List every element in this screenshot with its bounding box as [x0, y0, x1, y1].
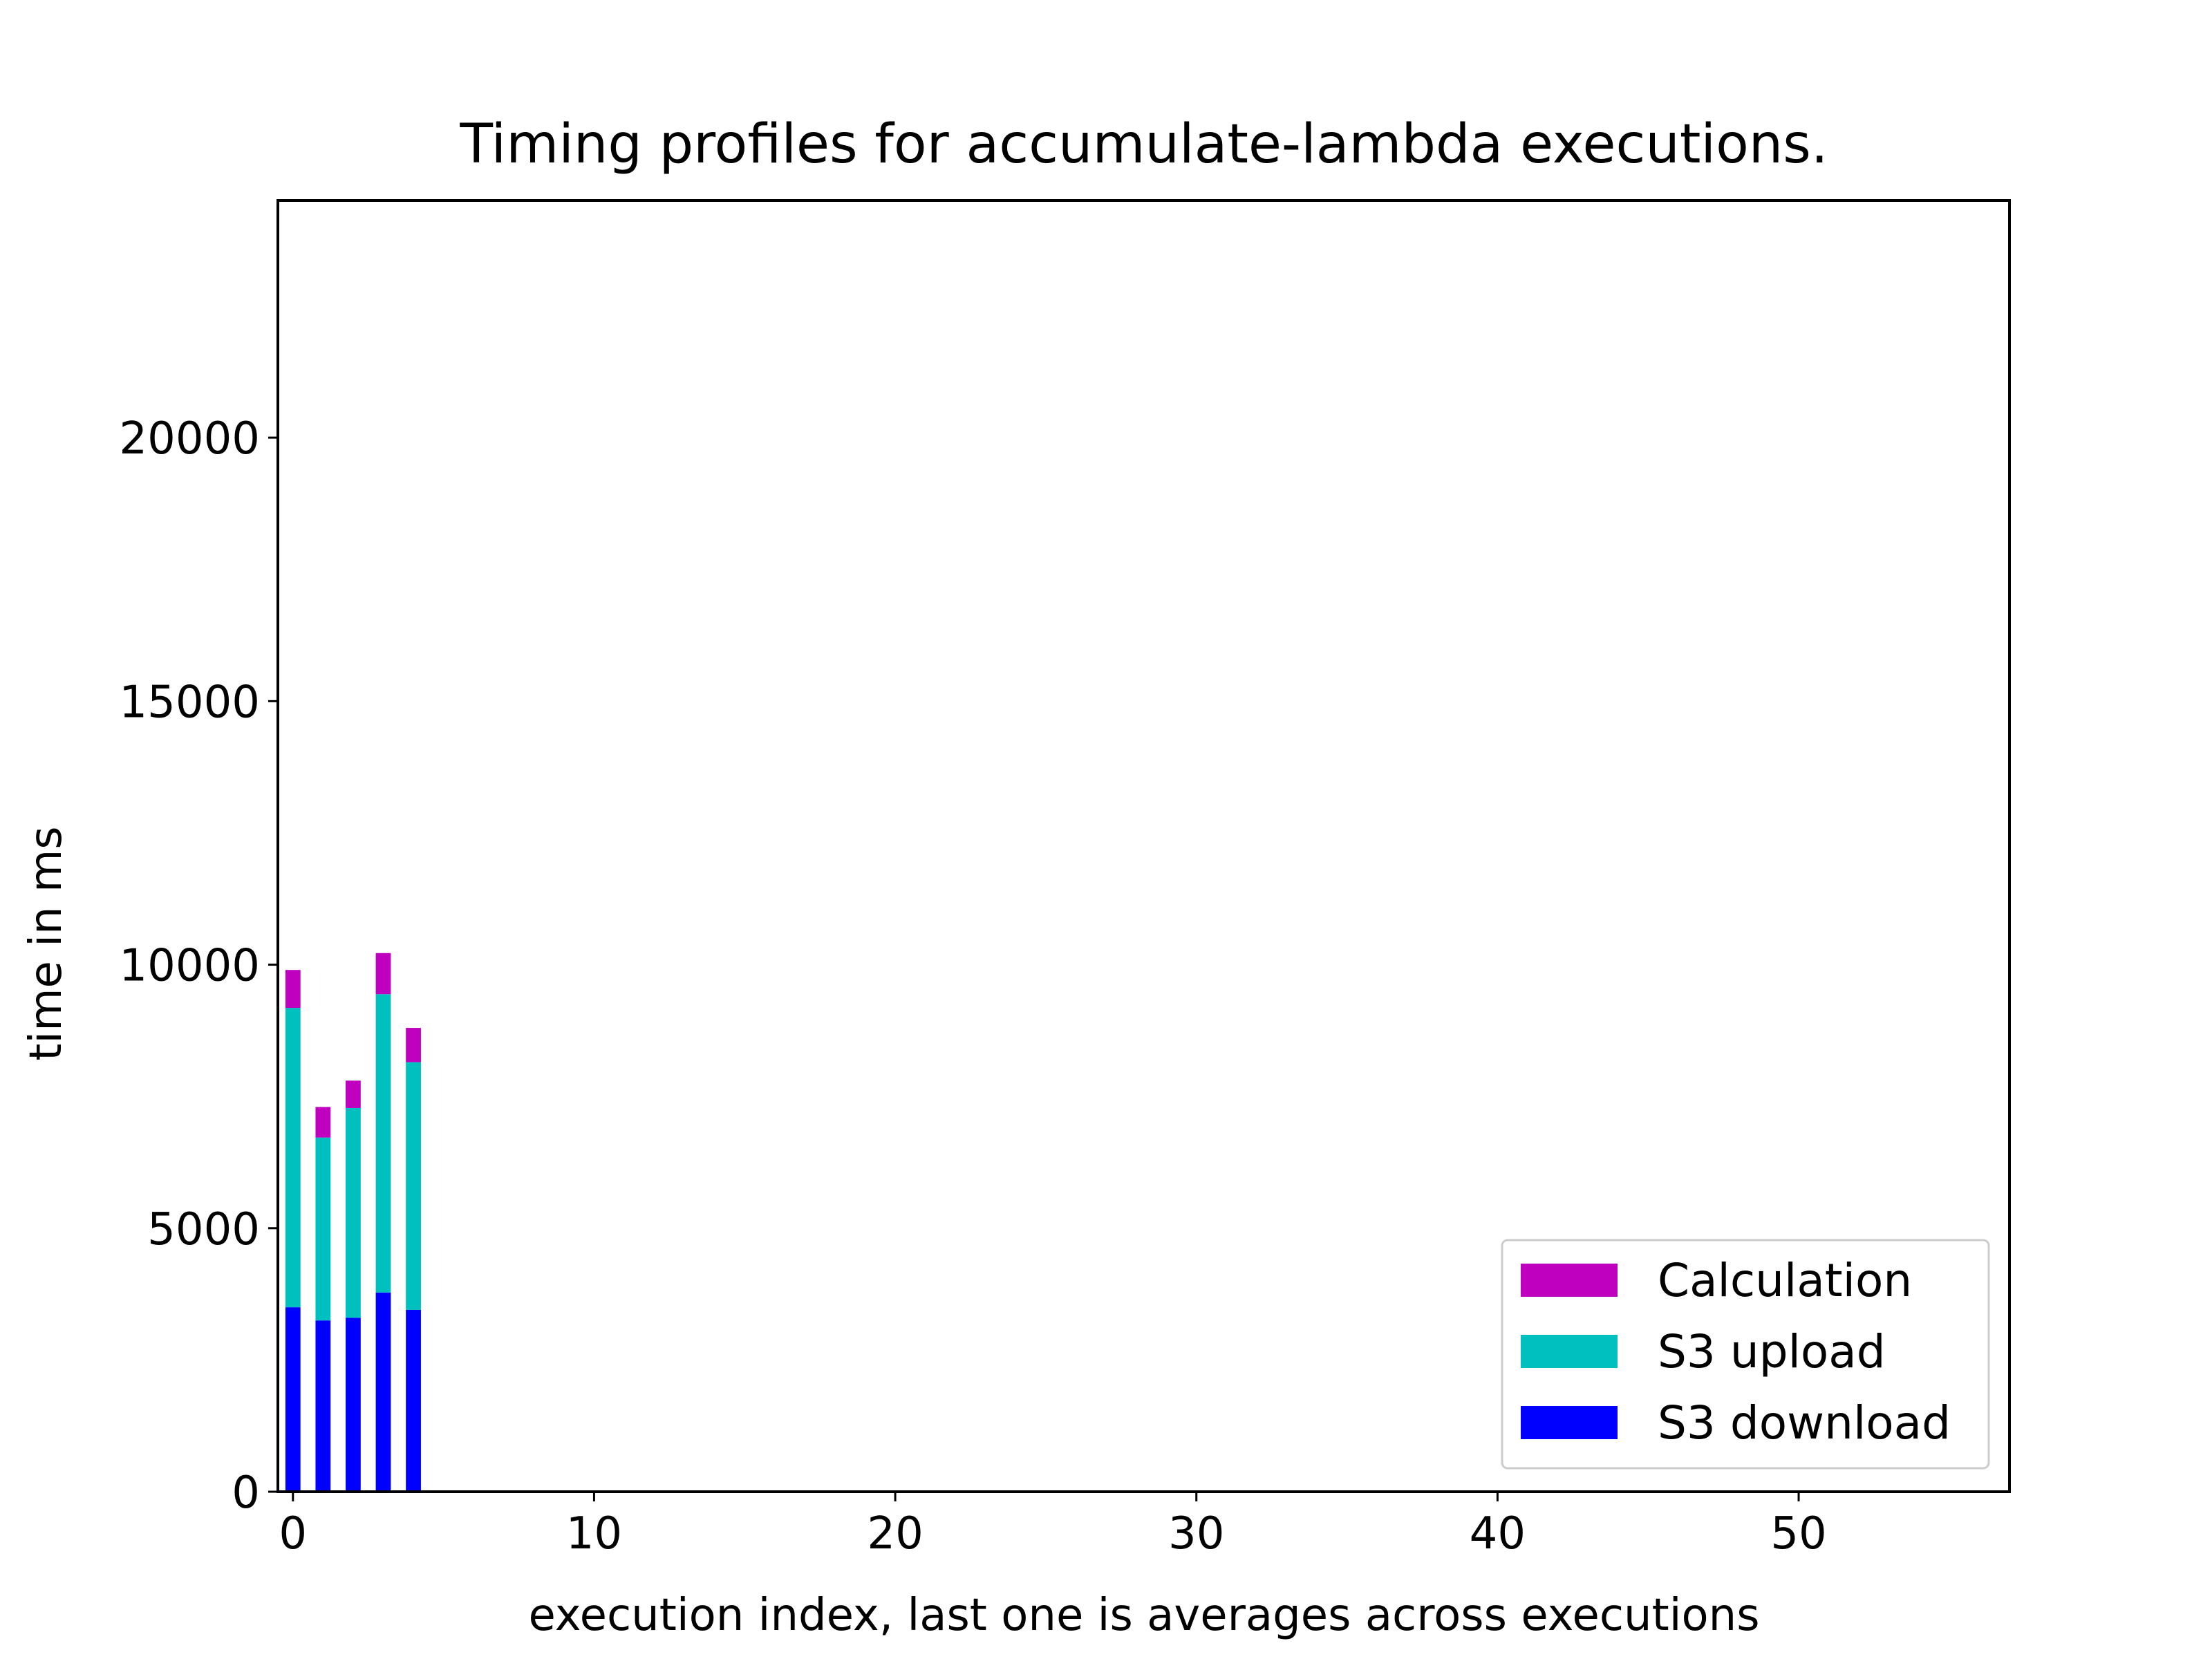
bar-s3-download-4 — [406, 1309, 421, 1492]
x-tick-label-0: 0 — [279, 1508, 307, 1559]
x-axis-label: execution index, last one is averages ac… — [528, 1590, 1759, 1641]
legend-swatch-calculation — [1521, 1264, 1618, 1297]
x-tick-label-10: 10 — [566, 1508, 622, 1559]
bar-s3-upload-3 — [375, 994, 391, 1293]
legend-swatch-s3-upload — [1521, 1335, 1618, 1368]
legend-swatch-s3-download — [1521, 1406, 1618, 1439]
plot-frame — [276, 199, 2011, 1493]
bar-s3-upload-0 — [285, 1008, 301, 1308]
x-tick-label-20: 20 — [867, 1508, 923, 1559]
bars-layer — [285, 953, 421, 1492]
bar-s3-download-1 — [315, 1320, 331, 1492]
bar-calculation-4 — [406, 1028, 421, 1062]
bar-s3-upload-4 — [406, 1062, 421, 1310]
bar-s3-download-3 — [375, 1292, 391, 1492]
bar-s3-download-0 — [285, 1307, 301, 1492]
x-tick-label-50: 50 — [1770, 1508, 1826, 1559]
bar-calculation-0 — [285, 970, 301, 1009]
chart-title: Timing profiles for accumulate-lambda ex… — [459, 113, 1828, 176]
y-tick-label-10000: 10000 — [119, 941, 260, 992]
x-tick-label-40: 40 — [1470, 1508, 1526, 1559]
legend-label-calculation: Calculation — [1658, 1254, 1912, 1307]
bar-s3-upload-1 — [315, 1137, 331, 1321]
x-tick-label-30: 30 — [1168, 1508, 1224, 1559]
bar-s3-download-2 — [346, 1318, 361, 1492]
y-axis-label: time in ms — [21, 826, 72, 1060]
y-tick-label-15000: 15000 — [119, 677, 260, 728]
legend-label-s3-download: S3 download — [1658, 1396, 1951, 1450]
y-tick-label-5000: 5000 — [147, 1204, 260, 1255]
legend: Calculation S3 upload S3 download — [1501, 1239, 1990, 1470]
y-tick-label-0: 0 — [232, 1468, 260, 1519]
ticks-layer: 0 10 20 30 40 50 0 5000 10000 15000 20000 — [119, 413, 1826, 1559]
legend-label-s3-upload: S3 upload — [1658, 1325, 1886, 1378]
y-tick-label-20000: 20000 — [119, 413, 260, 465]
bar-s3-upload-2 — [346, 1107, 361, 1318]
bar-calculation-3 — [375, 953, 391, 995]
bar-calculation-2 — [346, 1080, 361, 1108]
legend-frame — [1501, 1239, 1990, 1470]
bar-calculation-1 — [315, 1107, 331, 1138]
